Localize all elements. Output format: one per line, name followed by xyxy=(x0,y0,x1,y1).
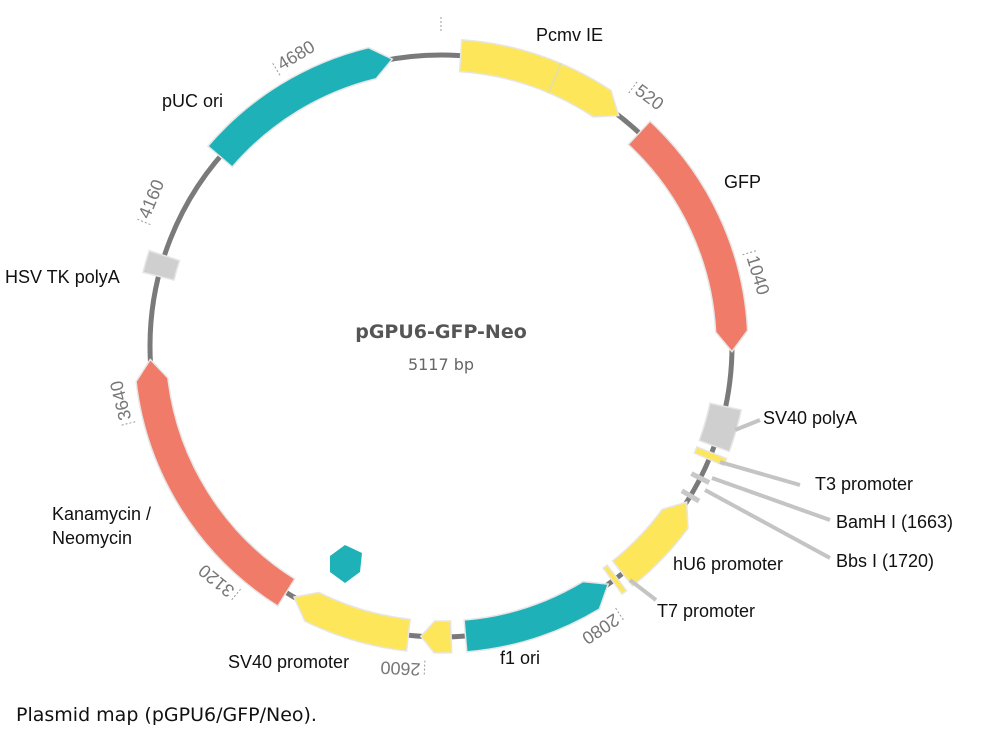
feature-t3-promoter[interactable] xyxy=(693,445,728,467)
feature-f1-ori[interactable] xyxy=(463,580,610,653)
figure-caption: Plasmid map (pGPU6/GFP/Neo). xyxy=(16,704,317,726)
tick-label: 2600 xyxy=(380,657,421,679)
label-gfp: GFP xyxy=(724,172,761,192)
label-t7-promoter: T7 promoter xyxy=(657,601,755,621)
label-hu6-promoter: hU6 promoter xyxy=(673,554,783,574)
feature-sv40-promoter[interactable] xyxy=(292,591,411,652)
tick-label: 520 xyxy=(631,80,667,114)
plasmid-size: 5117 bp xyxy=(408,355,474,374)
restriction-site-marker[interactable] xyxy=(690,471,711,485)
feature-t7-promoter[interactable] xyxy=(602,564,628,596)
label-bbsi: Bbs I (1720) xyxy=(836,551,934,571)
label-sv40-promoter: SV40 promoter xyxy=(228,652,349,672)
tick-mark xyxy=(423,660,426,675)
feature-sv40-polya[interactable] xyxy=(698,402,743,453)
feature-hu6-promoter[interactable] xyxy=(611,500,689,588)
tick-label: 3640 xyxy=(106,379,135,423)
leader-lines xyxy=(628,418,831,602)
feature-gfp[interactable] xyxy=(627,120,749,353)
feature-divider xyxy=(547,63,562,94)
tick-mark xyxy=(121,421,136,426)
label-sv40-polya: SV40 polyA xyxy=(763,408,857,428)
label-bamhi: BamH I (1663) xyxy=(836,512,953,532)
label-puc-ori: pUC ori xyxy=(162,91,223,111)
feature-puc-ori[interactable] xyxy=(206,46,394,169)
plasmid-name: pGPU6-GFP-Neo xyxy=(355,321,527,343)
tick-label: 4160 xyxy=(134,177,168,222)
label-t3-promoter: T3 promoter xyxy=(815,474,913,494)
feature-kanamycin-neomycin[interactable] xyxy=(135,358,296,608)
label-f1-ori: f1 ori xyxy=(500,648,540,668)
feature-pcmv-ie[interactable] xyxy=(458,38,620,118)
stray-feature-marker xyxy=(330,545,362,583)
feature-unnamed-feature[interactable] xyxy=(419,620,453,654)
label-pcmv-ie: Pcmv IE xyxy=(536,25,603,45)
tick-label: 1040 xyxy=(743,253,774,297)
restriction-site-marker[interactable] xyxy=(680,488,701,504)
label-hsv-tk-polya: HSV TK polyA xyxy=(5,267,120,287)
tick-mark xyxy=(742,250,757,256)
feature-hsv-tk-polya[interactable] xyxy=(142,249,181,281)
label-neomycin: Neomycin xyxy=(52,528,132,548)
label-kanamycin: Kanamycin / xyxy=(52,504,151,524)
